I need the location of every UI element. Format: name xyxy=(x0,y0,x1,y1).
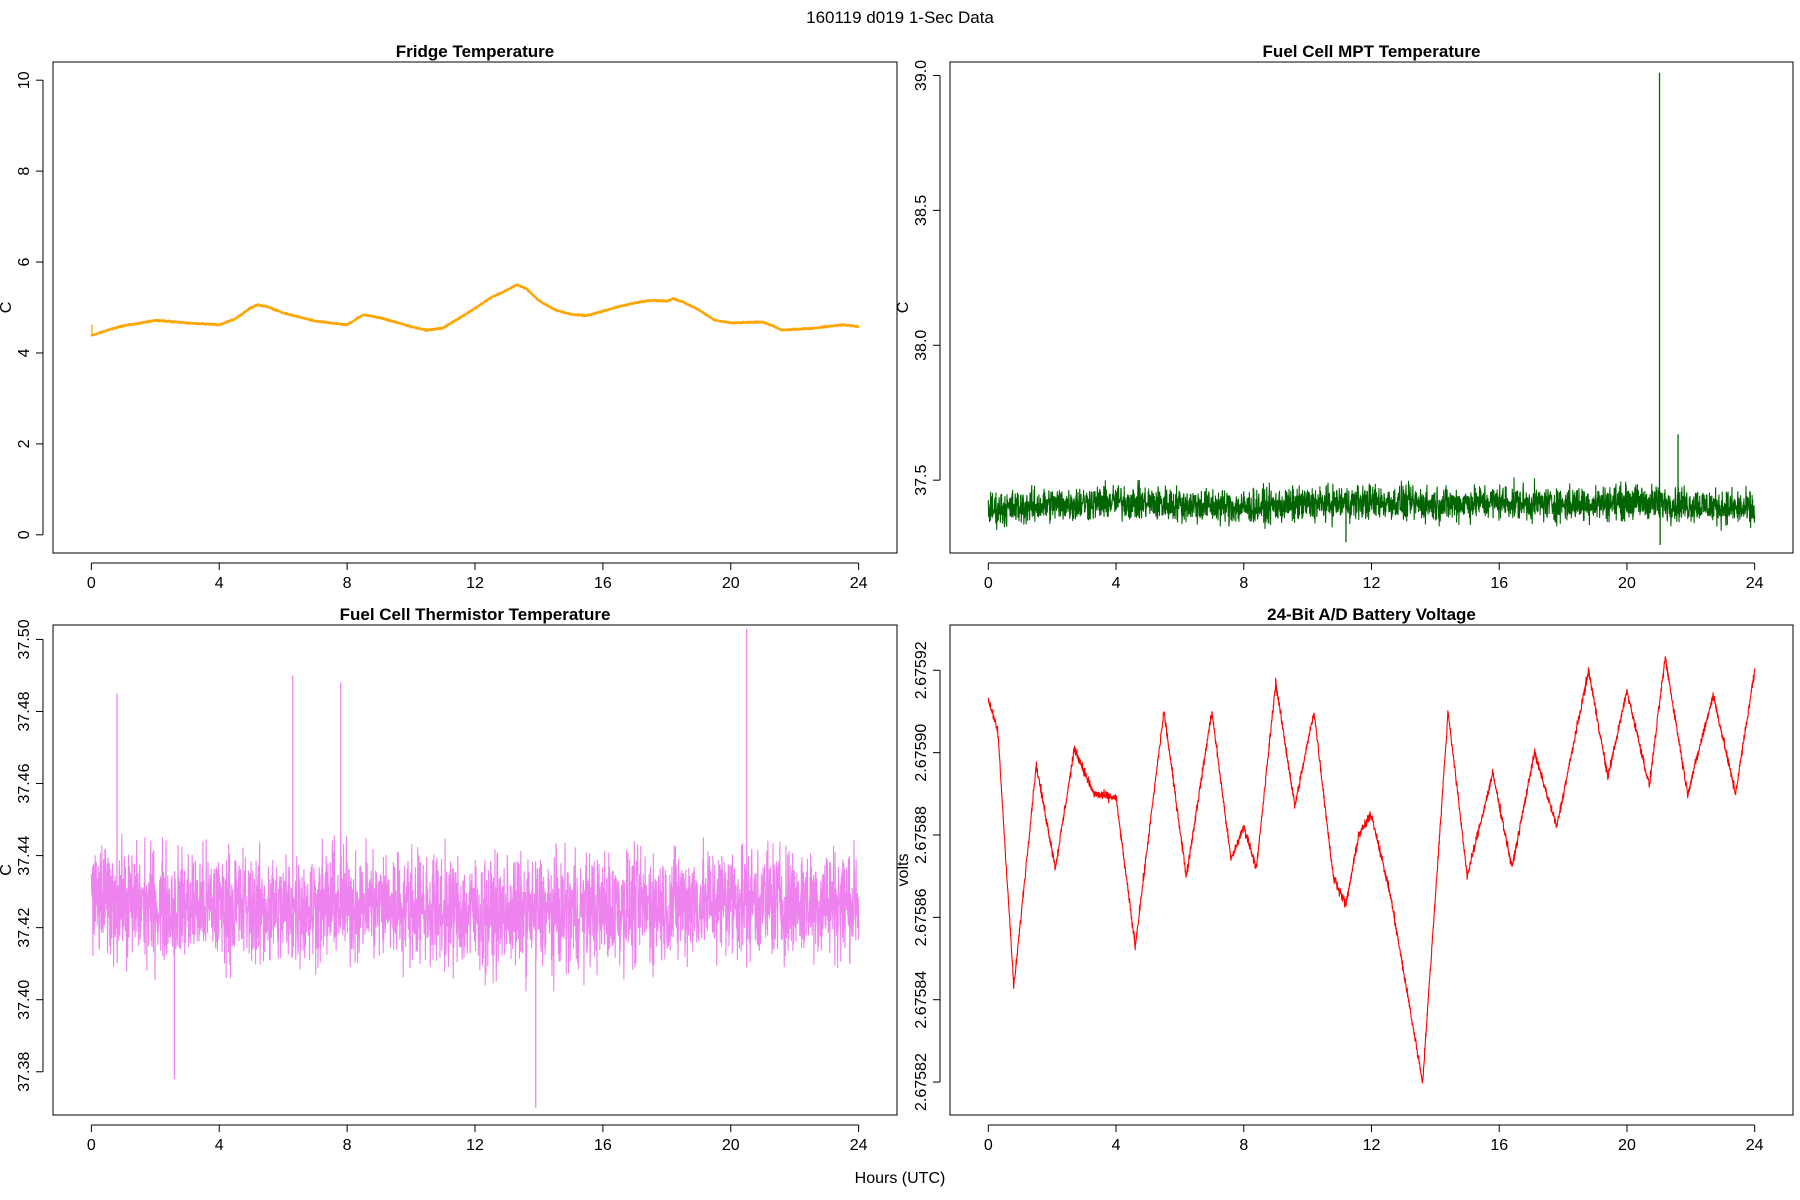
x-tick-label-thermistor: 24 xyxy=(850,1137,868,1154)
y-tick-label-battery: 2.67588 xyxy=(913,806,930,864)
panel-title-fridge: Fridge Temperature xyxy=(396,42,554,61)
y-axis-label-thermistor: C xyxy=(0,864,15,876)
x-tick-label-thermistor: 4 xyxy=(215,1137,224,1154)
x-tick-label-battery: 12 xyxy=(1363,1137,1381,1154)
y-tick-label-fridge: 6 xyxy=(16,257,33,266)
panel-battery: 24-Bit A/D Battery Voltage volts 0 4 8 12 16 20… xyxy=(895,605,1794,1154)
panel-title-mpt: Fuel Cell MPT Temperature xyxy=(1263,42,1481,61)
x-tick-label-battery: 20 xyxy=(1618,1137,1636,1154)
x-tick-label-mpt: 24 xyxy=(1746,575,1764,592)
x-tick-label-mpt: 20 xyxy=(1618,575,1636,592)
y-tick-label-thermistor: 37.38 xyxy=(16,1052,33,1092)
x-tick-label-fridge: 16 xyxy=(594,575,612,592)
panel-title-battery: 24-Bit A/D Battery Voltage xyxy=(1267,605,1476,624)
x-tick-label-mpt: 8 xyxy=(1239,575,1248,592)
y-axis-label-fridge: C xyxy=(0,302,15,314)
x-tick-label-fridge: 0 xyxy=(87,575,96,592)
series-line-thermistor xyxy=(90,833,860,992)
y-tick-label-thermistor: 37.48 xyxy=(16,691,33,731)
x-tick-label-mpt: 4 xyxy=(1112,575,1121,592)
plot-frame-battery xyxy=(949,624,1794,1116)
y-tick-label-fridge: 0 xyxy=(16,530,33,539)
x-tick-label-battery: 24 xyxy=(1746,1137,1764,1154)
y-tick-label-fridge: 2 xyxy=(16,439,33,448)
y-tick-label-mpt: 38.5 xyxy=(913,195,930,226)
x-tick-label-fridge: 20 xyxy=(722,575,740,592)
series-line-mpt xyxy=(987,477,1756,531)
x-tick-label-mpt: 16 xyxy=(1490,575,1508,592)
panel-fridge: Fridge TemperatureC048121620240246810 xyxy=(0,42,898,592)
x-tick-label-thermistor: 20 xyxy=(722,1137,740,1154)
x-tick-label-battery: 16 xyxy=(1490,1137,1508,1154)
y-tick-label-thermistor: 37.46 xyxy=(16,763,33,803)
x-tick-label-thermistor: 0 xyxy=(87,1137,96,1154)
x-tick-label-fridge: 12 xyxy=(466,575,484,592)
plot-frame-mpt xyxy=(949,61,1794,554)
x-tick-label-fridge: 4 xyxy=(215,575,224,592)
y-tick-label-battery: 2.67590 xyxy=(913,724,930,782)
y-tick-label-thermistor: 37.44 xyxy=(16,835,33,875)
main-title: 160119 d019 1-Sec Data xyxy=(806,8,994,27)
y-tick-label-mpt: 39.0 xyxy=(913,60,930,91)
series-line-fridge xyxy=(90,283,860,337)
y-tick-label-mpt: 37.5 xyxy=(913,464,930,495)
panel-mpt: Fuel Cell MPT Temperature C 0 4 8 12 16 20 24 37.… xyxy=(895,42,1794,592)
y-tick-label-fridge: 4 xyxy=(16,348,33,357)
x-tick-label-fridge: 24 xyxy=(850,575,868,592)
y-tick-label-fridge: 10 xyxy=(16,71,33,89)
y-tick-label-battery: 2.67586 xyxy=(913,888,930,946)
y-axis-label-mpt: C xyxy=(895,302,912,314)
panel-title-thermistor: Fuel Cell Thermistor Temperature xyxy=(340,605,611,624)
x-tick-label-thermistor: 8 xyxy=(343,1137,352,1154)
x-tick-label-mpt: 0 xyxy=(984,575,993,592)
y-tick-label-thermistor: 37.40 xyxy=(16,980,33,1020)
panel-thermistor: Fuel Cell Thermistor Temperature C 0 4 8 12 16… xyxy=(0,605,898,1154)
plot-frame-fridge xyxy=(52,61,898,554)
series-line-battery xyxy=(987,656,1756,1084)
x-tick-label-fridge: 8 xyxy=(343,575,352,592)
panels: Fridge TemperatureC048121620240246810Fue… xyxy=(0,42,1794,1154)
x-tick-label-battery: 0 xyxy=(984,1137,993,1154)
y-tick-label-thermistor: 37.42 xyxy=(16,908,33,948)
figure-xlabel: Hours (UTC) xyxy=(855,1170,946,1187)
y-tick-label-battery: 2.67584 xyxy=(913,971,930,1029)
y-tick-label-battery: 2.67582 xyxy=(913,1053,930,1111)
x-tick-label-battery: 8 xyxy=(1239,1137,1248,1154)
y-tick-label-mpt: 38.0 xyxy=(913,330,930,361)
x-tick-label-battery: 4 xyxy=(1112,1137,1121,1154)
x-tick-label-thermistor: 12 xyxy=(466,1137,484,1154)
y-axis-label-battery: volts xyxy=(895,854,912,887)
y-tick-label-fridge: 8 xyxy=(16,167,33,176)
y-tick-label-battery: 2.67592 xyxy=(913,641,930,699)
plot-frame-thermistor xyxy=(52,624,898,1116)
x-tick-label-thermistor: 16 xyxy=(594,1137,612,1154)
x-tick-label-mpt: 12 xyxy=(1363,575,1381,592)
y-tick-label-thermistor: 37.50 xyxy=(16,619,33,659)
